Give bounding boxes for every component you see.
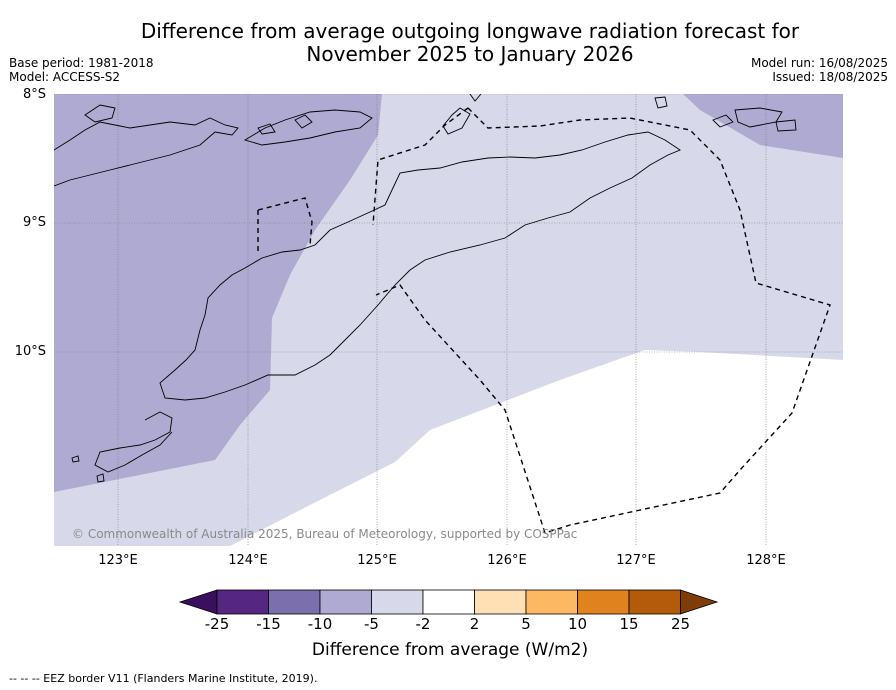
anomaly-west-region [54, 94, 382, 492]
coast-islet-3 [257, 123, 276, 135]
lat-label-9s: 9°S [22, 215, 46, 230]
eez-footnote: -- -- -- EEZ border V11 (Flanders Marine… [9, 672, 318, 685]
map-area [54, 94, 843, 546]
model-run: Model run: 16/08/2025 [750, 56, 888, 70]
colorbar-tick-4: -5 [364, 615, 379, 633]
colorbar-tick-6: 2 [469, 615, 480, 633]
colorbar-tick-3: -10 [307, 615, 333, 633]
anomaly-neutral-region [230, 350, 843, 546]
coast-islet-2 [294, 114, 313, 129]
title-line-1: Difference from average outgoing longwav… [140, 19, 800, 43]
coast-islet-1 [84, 104, 116, 123]
eez-border-oecusse-north [257, 197, 313, 246]
coast-timor [159, 131, 681, 401]
coast-islet-4 [654, 96, 668, 109]
colorbar [178, 589, 719, 615]
copyright-notice: © Commonwealth of Australia 2025, Bureau… [72, 527, 578, 541]
lon-label-127e: 127°E [616, 553, 656, 568]
anomaly-northeast-region [683, 94, 843, 158]
colorbar-tick-7: 5 [521, 615, 531, 633]
lat-label-10s: 10°S [14, 344, 46, 359]
colorbar-max-arrow [680, 589, 719, 615]
base-period: Base period: 1981-2018 [9, 56, 154, 70]
coast-atauro [442, 107, 471, 135]
coast-islet-10 [96, 473, 105, 483]
title-line-2: November 2025 to January 2026 [306, 42, 634, 66]
colorbar-cell-5 [422, 589, 475, 615]
colorbar-cell-7 [525, 589, 578, 615]
colorbar-cell-2 [268, 589, 321, 615]
coast-rote [94, 411, 173, 473]
issued-date: Issued: 18/08/2025 [772, 70, 888, 84]
colorbar-tick-9: 15 [619, 615, 639, 633]
coast-alor [243, 109, 373, 146]
colorbar-tick-5: -2 [415, 615, 431, 633]
colorbar-cell-3 [319, 589, 372, 615]
lon-label-126e: 126°E [487, 553, 527, 568]
lat-label-8s: 8°S [22, 87, 46, 102]
lon-label-124e: 124°E [228, 553, 268, 568]
lon-label-128e: 128°E [746, 553, 786, 568]
coastlines [54, 94, 797, 483]
colorbar-cell-8 [577, 589, 630, 615]
lon-label-125e: 125°E [357, 553, 397, 568]
colorbar-cell-1 [216, 589, 269, 615]
coast-islet-8 [469, 94, 482, 102]
colorbar-cell-9 [628, 589, 681, 615]
colorbar-min-arrow [178, 589, 218, 615]
coast-flores [54, 117, 239, 187]
model-name: Model: ACCESS-S2 [9, 70, 121, 84]
coast-islet-9 [71, 455, 80, 463]
meta-left: Base period: 1981-2018 Model: ACCESS-S2 [9, 56, 154, 84]
colorbar-tick-8: 10 [567, 615, 588, 633]
colorbar-cell-4 [371, 589, 424, 615]
eez-border-north [372, 107, 469, 226]
lon-label-123e: 123°E [98, 553, 138, 568]
colorbar-tick-10: 25 [670, 615, 691, 633]
eez-border-timor-leste [375, 107, 831, 534]
colorbar-tick-2: -15 [256, 615, 281, 633]
colorbar-tick-1: -25 [204, 615, 230, 633]
eez-borders [257, 107, 831, 534]
coast-islet-6 [712, 114, 734, 128]
coast-islet-7 [775, 119, 797, 132]
map-title: Difference from average outgoing longwav… [100, 20, 840, 66]
colorbar-cell-6 [474, 589, 527, 615]
gridlines [54, 94, 843, 546]
colorbar-label: Difference from average (W/m2) [311, 640, 589, 660]
meta-right: Model run: 16/08/2025 Issued: 18/08/2025 [751, 56, 888, 84]
